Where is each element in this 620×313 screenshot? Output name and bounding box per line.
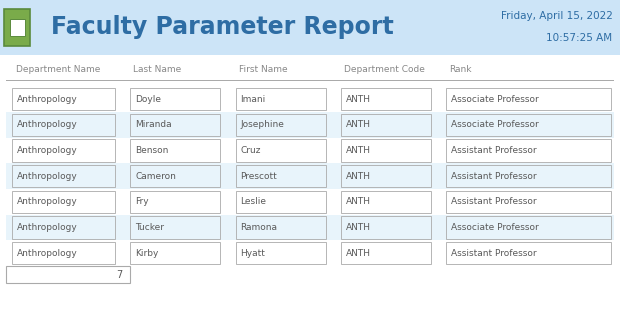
Bar bbox=[6, 215, 614, 240]
Text: Leslie: Leslie bbox=[241, 198, 267, 206]
Text: ANTH: ANTH bbox=[346, 146, 371, 155]
Text: Ramona: Ramona bbox=[241, 223, 278, 232]
Text: Miranda: Miranda bbox=[135, 121, 172, 129]
Text: Fry: Fry bbox=[135, 198, 149, 206]
Bar bbox=[6, 112, 614, 138]
Text: Doyle: Doyle bbox=[135, 95, 161, 104]
Text: Kirby: Kirby bbox=[135, 249, 159, 258]
FancyBboxPatch shape bbox=[10, 19, 25, 36]
Text: Anthropology: Anthropology bbox=[17, 172, 78, 181]
Text: Assistant Professor: Assistant Professor bbox=[451, 249, 537, 258]
Text: Associate Professor: Associate Professor bbox=[451, 95, 539, 104]
Text: ANTH: ANTH bbox=[346, 121, 371, 129]
Bar bbox=[6, 86, 614, 112]
Bar bbox=[6, 138, 614, 163]
Text: Associate Professor: Associate Professor bbox=[451, 223, 539, 232]
Text: Benson: Benson bbox=[135, 146, 169, 155]
Text: Imani: Imani bbox=[241, 95, 266, 104]
Bar bbox=[6, 80, 614, 81]
Text: Rank: Rank bbox=[450, 65, 472, 74]
Text: Last Name: Last Name bbox=[133, 65, 182, 74]
Text: Anthropology: Anthropology bbox=[17, 121, 78, 129]
Text: Tucker: Tucker bbox=[135, 223, 164, 232]
Text: Anthropology: Anthropology bbox=[17, 95, 78, 104]
Text: Department Code: Department Code bbox=[344, 65, 425, 74]
Text: Assistant Professor: Assistant Professor bbox=[451, 172, 537, 181]
Text: ANTH: ANTH bbox=[346, 198, 371, 206]
Text: ANTH: ANTH bbox=[346, 172, 371, 181]
FancyBboxPatch shape bbox=[4, 9, 30, 46]
Text: 10:57:25 AM: 10:57:25 AM bbox=[546, 33, 613, 43]
Text: Josephine: Josephine bbox=[241, 121, 285, 129]
Text: Department Name: Department Name bbox=[16, 65, 100, 74]
Bar bbox=[6, 189, 614, 215]
Text: ANTH: ANTH bbox=[346, 223, 371, 232]
Text: ANTH: ANTH bbox=[346, 95, 371, 104]
Text: Assistant Professor: Assistant Professor bbox=[451, 146, 537, 155]
Text: Anthropology: Anthropology bbox=[17, 249, 78, 258]
Text: Anthropology: Anthropology bbox=[17, 146, 78, 155]
Text: First Name: First Name bbox=[239, 65, 287, 74]
Text: Friday, April 15, 2022: Friday, April 15, 2022 bbox=[501, 12, 613, 21]
Bar bbox=[6, 163, 614, 189]
Text: Cruz: Cruz bbox=[241, 146, 261, 155]
Text: Hyatt: Hyatt bbox=[241, 249, 265, 258]
Text: ANTH: ANTH bbox=[346, 249, 371, 258]
Text: Assistant Professor: Assistant Professor bbox=[451, 198, 537, 206]
Bar bbox=[0, 0, 620, 55]
Text: Cameron: Cameron bbox=[135, 172, 176, 181]
FancyBboxPatch shape bbox=[6, 266, 130, 283]
Text: Anthropology: Anthropology bbox=[17, 198, 78, 206]
Text: Anthropology: Anthropology bbox=[17, 223, 78, 232]
Text: Prescott: Prescott bbox=[241, 172, 277, 181]
Text: Faculty Parameter Report: Faculty Parameter Report bbox=[51, 15, 394, 39]
Text: 7: 7 bbox=[117, 270, 123, 280]
Bar bbox=[6, 240, 614, 266]
Text: Associate Professor: Associate Professor bbox=[451, 121, 539, 129]
